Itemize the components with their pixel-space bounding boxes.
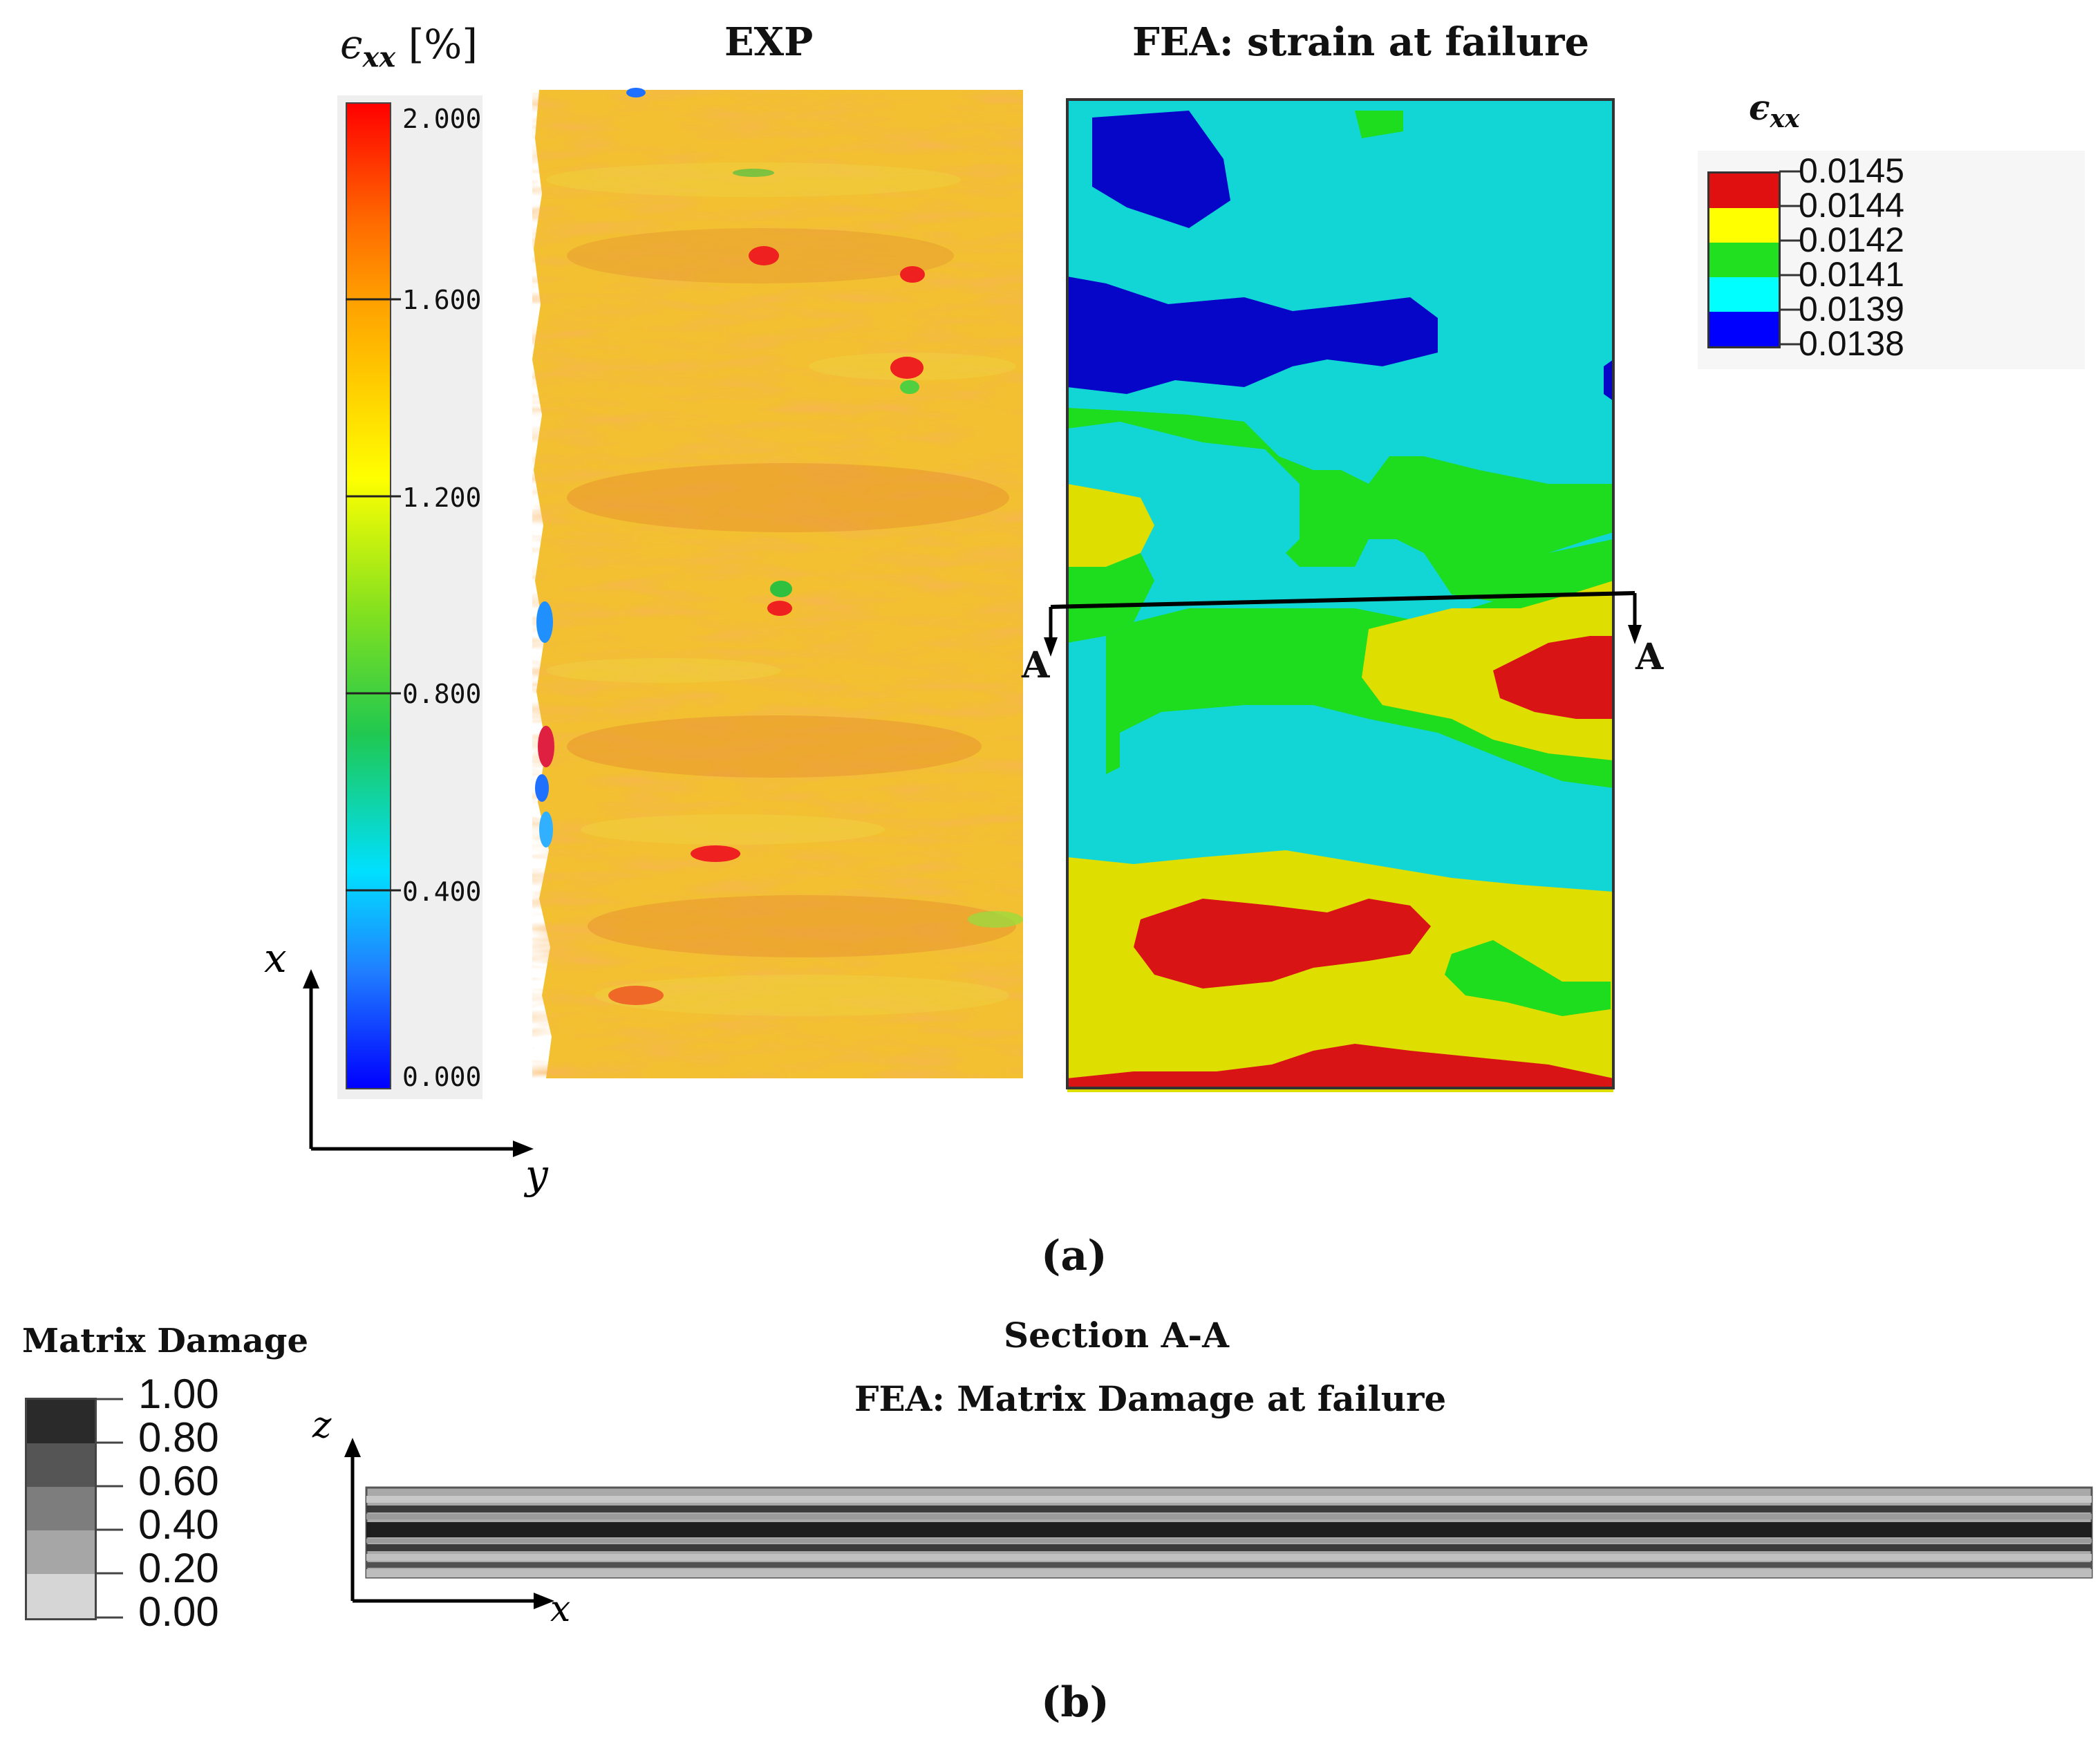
fea-legend-swatch-blue — [1709, 312, 1779, 346]
matrix-damage-swatches — [25, 1398, 97, 1620]
damage-label-4: 0.20 — [138, 1545, 219, 1591]
fea-legend-swatch-red — [1709, 174, 1779, 208]
damage-label-1: 0.80 — [138, 1414, 219, 1461]
colorbar-title-symbol: ϵ — [340, 21, 363, 68]
fea-legend-title: ϵxx — [1749, 87, 1799, 133]
fea-legend-subscript: xx — [1770, 104, 1800, 133]
damage-swatch-4 — [27, 1530, 95, 1574]
matrix-damage-legend-title: Matrix Damage — [22, 1322, 308, 1360]
axis-label-z: z — [312, 1405, 332, 1446]
damage-label-2: 0.60 — [138, 1458, 219, 1504]
fea-legend-swatch-yellow — [1709, 208, 1779, 243]
damage-label-0: 1.00 — [138, 1371, 219, 1417]
fea-legend-ticks — [1779, 170, 1800, 346]
fea-legend-label-1: 0.0144 — [1799, 186, 1904, 225]
fea-legend-swatch-cyan — [1709, 277, 1779, 312]
colorbar-tick-1200: 1.200 — [402, 482, 482, 513]
colorbar-tick-lines — [346, 298, 401, 892]
section-marker-right: A — [1635, 636, 1664, 678]
colorbar-title-unit: [%] — [408, 21, 478, 68]
matrix-damage-ticks — [95, 1398, 123, 1619]
fea-legend-label-4: 0.0139 — [1799, 290, 1904, 328]
damage-label-3: 0.40 — [138, 1501, 219, 1548]
matrix-damage-section — [365, 1486, 2093, 1579]
caption-b: (b) — [1041, 1678, 1109, 1727]
fea-damage-title: FEA: Matrix Damage at failure — [854, 1378, 1447, 1419]
fea-legend-symbol: ϵ — [1749, 87, 1770, 128]
fea-legend-swatch-green — [1709, 243, 1779, 277]
exp-strain-map — [532, 88, 1023, 1078]
axis-label-x-b: x — [550, 1588, 571, 1630]
colorbar-tick-0800: 0.800 — [402, 679, 482, 709]
section-marker-left: A — [1022, 644, 1050, 686]
colorbar-tick-0000: 0.000 — [402, 1062, 482, 1092]
axes-xy-arrows — [303, 969, 534, 1157]
fea-legend-label-5: 0.0138 — [1799, 324, 1904, 363]
damage-swatch-3 — [27, 1487, 95, 1530]
damage-label-5: 0.00 — [138, 1588, 219, 1635]
damage-swatch-1 — [27, 1400, 95, 1443]
colorbar-title-subscript: xx — [362, 41, 396, 74]
fea-legend-swatches — [1707, 171, 1781, 348]
fea-strain-title: FEA: strain at failure — [1132, 19, 1590, 65]
section-cut-line — [1044, 591, 1642, 657]
colorbar-tick-1600: 1.600 — [402, 285, 482, 315]
axis-label-x: x — [264, 935, 287, 982]
damage-swatch-2 — [27, 1443, 95, 1487]
damage-swatch-5 — [27, 1574, 95, 1618]
colorbar-tick-2000: 2.000 — [402, 104, 482, 134]
fea-legend-label-3: 0.0141 — [1799, 255, 1904, 294]
fea-legend-label-0: 0.0145 — [1799, 151, 1904, 190]
colorbar-tick-0400: 0.400 — [402, 876, 482, 907]
axes-zx-arrows — [344, 1438, 554, 1609]
colorbar-title: ϵxx [%] — [340, 21, 478, 74]
section-aa-title: Section A-A — [1004, 1315, 1229, 1356]
caption-a: (a) — [1041, 1232, 1107, 1280]
axis-label-y: y — [525, 1151, 548, 1198]
fea-legend-label-2: 0.0142 — [1799, 221, 1904, 259]
colorbar-gradient — [346, 102, 391, 1089]
exp-title: EXP — [724, 19, 814, 65]
